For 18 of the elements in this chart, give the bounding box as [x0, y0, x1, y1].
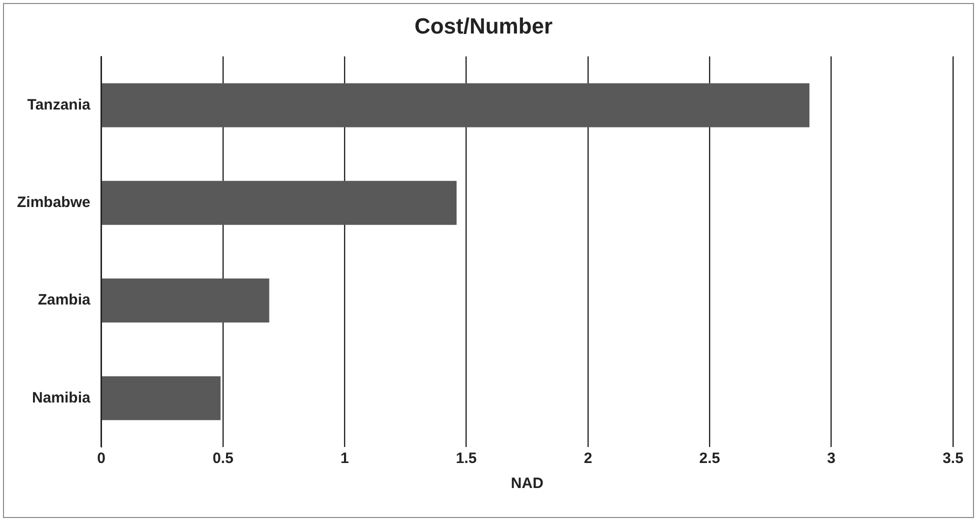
y-tick-label: Tanzania	[27, 96, 91, 114]
x-tick-label: 1.5	[456, 450, 477, 468]
y-tick-label: Namibia	[32, 389, 91, 406]
x-tick-label: 3.5	[942, 450, 964, 468]
x-tick-label: 3	[827, 450, 836, 468]
x-axis-title: NAD	[510, 475, 544, 492]
x-tick-label: 0	[97, 450, 106, 468]
bar	[102, 83, 810, 128]
x-tick-label: 1	[340, 450, 349, 468]
bar	[102, 180, 457, 225]
x-tick-label: 2.5	[699, 450, 720, 468]
x-tick-label: 0.5	[212, 450, 234, 468]
y-tick-label: Zimbabwe	[16, 194, 90, 212]
y-tick-label: Zambia	[38, 292, 91, 309]
x-tick-label: 2	[584, 450, 592, 468]
bar	[102, 376, 221, 420]
chart-title: Cost/Number	[414, 13, 553, 38]
bar	[102, 278, 270, 322]
